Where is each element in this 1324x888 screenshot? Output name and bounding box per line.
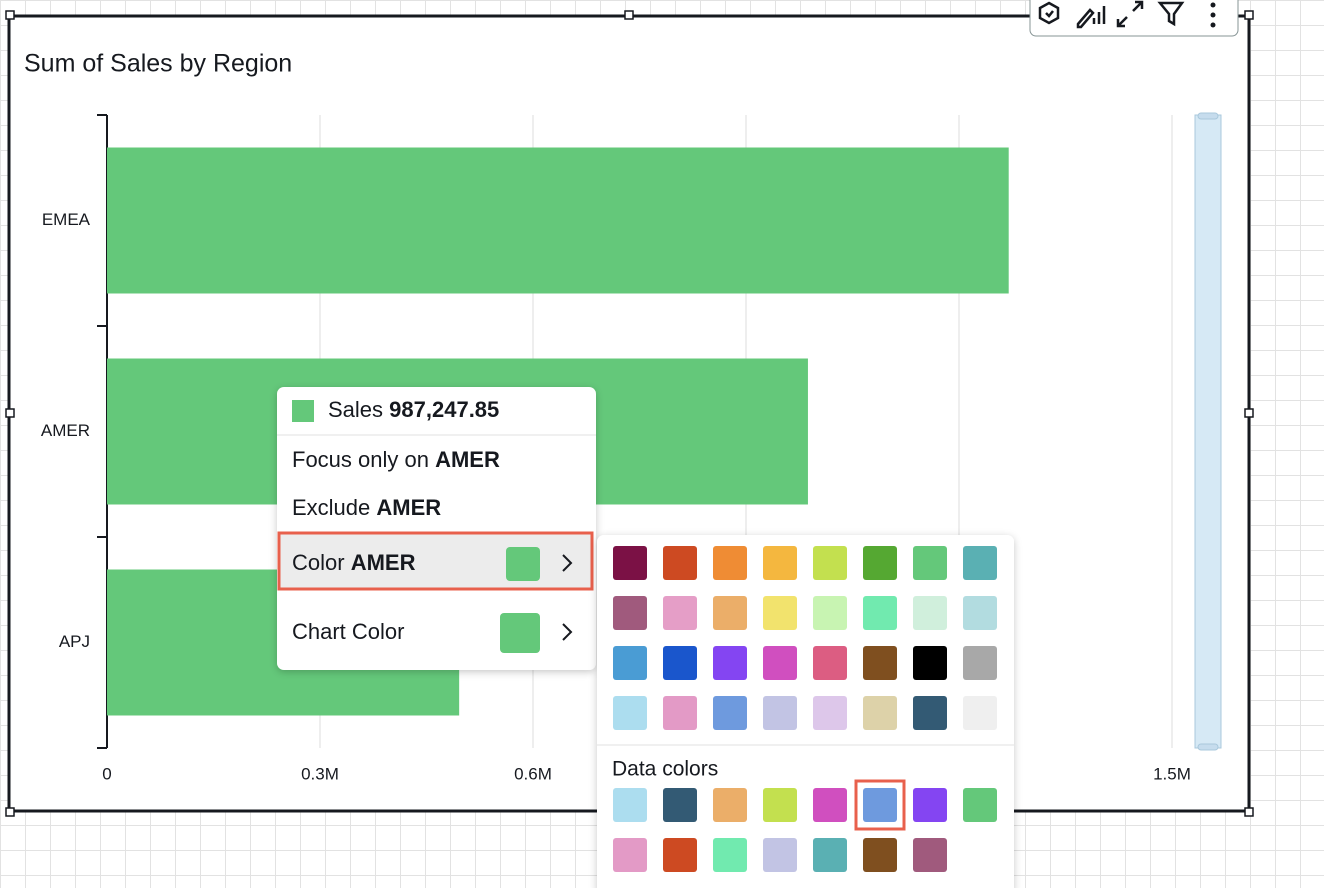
color-swatch[interactable] (500, 613, 540, 653)
color-swatch[interactable] (713, 596, 747, 630)
color-swatch[interactable] (913, 596, 947, 630)
selected-outline (854, 779, 906, 831)
color-swatch[interactable] (863, 596, 897, 630)
x-tick-label: 0.3M (301, 764, 339, 783)
y-tick-label: AMER (41, 421, 90, 440)
menu-item-highlight[interactable] (277, 531, 594, 591)
color-swatch[interactable] (863, 838, 897, 872)
y-tick-label: EMEA (42, 210, 91, 229)
color-swatch[interactable] (813, 696, 847, 730)
color-swatch[interactable] (963, 696, 997, 730)
color-palette: Data colors (597, 535, 1014, 888)
color-swatch[interactable] (763, 646, 797, 680)
color-swatch[interactable] (713, 788, 747, 822)
color-swatch[interactable] (763, 596, 797, 630)
color-swatch[interactable] (613, 546, 647, 580)
color-swatch[interactable] (763, 546, 797, 580)
tooltip-value: Sales 987,247.85 (328, 397, 499, 422)
icon-filter[interactable] (1157, 1, 1185, 27)
color-swatch[interactable] (613, 838, 647, 872)
color-swatch[interactable] (663, 838, 697, 872)
icon-edit[interactable] (1076, 6, 1106, 29)
color-swatch[interactable] (506, 547, 540, 581)
color-swatch[interactable] (963, 546, 997, 580)
color-swatch[interactable] (813, 646, 847, 680)
color-swatch[interactable] (913, 696, 947, 730)
scrollbar[interactable] (1194, 114, 1222, 749)
menu-target: AMER (376, 495, 441, 520)
color-swatch[interactable] (713, 546, 747, 580)
color-swatch[interactable] (913, 838, 947, 872)
menu-item[interactable]: Chart Color (292, 619, 404, 644)
menu-panel (277, 387, 596, 670)
color-swatch[interactable] (813, 596, 847, 630)
color-swatch[interactable] (863, 546, 897, 580)
toolbar (1029, 0, 1239, 37)
color-swatch[interactable] (763, 696, 797, 730)
y-tick-label: APJ (59, 632, 90, 651)
visual-toolbar (1029, 0, 1239, 37)
color-swatch[interactable] (763, 788, 797, 822)
x-tick-label: 0.6M (514, 764, 552, 783)
color-swatch[interactable] (863, 646, 897, 680)
color-swatch[interactable] (663, 646, 697, 680)
color-swatch[interactable] (613, 788, 647, 822)
menu-label: Exclude (292, 495, 370, 520)
scroll-handle[interactable] (1197, 112, 1219, 120)
icon-more[interactable] (1210, 2, 1216, 28)
color-swatch[interactable] (713, 696, 747, 730)
scroll-handle[interactable] (1197, 743, 1219, 751)
color-swatch[interactable] (913, 788, 947, 822)
icon-expand[interactable] (1116, 0, 1144, 28)
bar[interactable] (107, 147, 1009, 294)
series-name: Sales (328, 397, 383, 422)
color-swatch[interactable] (863, 696, 897, 730)
chevron[interactable] (562, 554, 573, 572)
color-swatch[interactable] (663, 696, 697, 730)
menu-item[interactable]: Focus only on AMER (292, 447, 500, 472)
color-swatch[interactable] (663, 596, 697, 630)
icon-insight[interactable] (1038, 1, 1060, 25)
color-swatch[interactable] (763, 838, 797, 872)
color-swatch[interactable] (863, 788, 897, 822)
color-swatch[interactable] (613, 646, 647, 680)
color-swatch[interactable] (813, 838, 847, 872)
x-tick-label: 1.5M (1153, 764, 1191, 783)
color-swatch[interactable] (913, 546, 947, 580)
color-swatch[interactable] (813, 788, 847, 822)
color-swatch[interactable] (613, 696, 647, 730)
context-menu: Sales 987,247.85 Focus only on AMER Excl… (277, 387, 596, 670)
color-swatch[interactable] (713, 646, 747, 680)
color-swatch[interactable] (613, 596, 647, 630)
color-swatch[interactable] (663, 788, 697, 822)
x-tick-label: 0 (102, 764, 111, 783)
color-swatch[interactable] (813, 546, 847, 580)
chevron[interactable] (562, 623, 573, 641)
value-label: 987,247.85 (389, 397, 499, 422)
color-swatch[interactable] (913, 646, 947, 680)
color-swatch[interactable] (963, 646, 997, 680)
menu-label: Color (292, 550, 345, 575)
section-title: Data colors (612, 758, 718, 781)
color-swatch[interactable] (713, 838, 747, 872)
color-swatch[interactable] (963, 596, 997, 630)
menu-item[interactable]: Color AMER (292, 550, 416, 575)
legend-swatch (292, 400, 314, 422)
menu-item[interactable]: Exclude AMER (292, 495, 441, 520)
palette-panel (597, 535, 1014, 888)
color-swatch[interactable] (963, 788, 997, 822)
color-swatch[interactable] (663, 546, 697, 580)
menu-label: Focus only on (292, 447, 429, 472)
menu-target: AMER (435, 447, 500, 472)
menu-target: AMER (351, 550, 416, 575)
chart-title: Sum of Sales by Region (24, 50, 292, 78)
